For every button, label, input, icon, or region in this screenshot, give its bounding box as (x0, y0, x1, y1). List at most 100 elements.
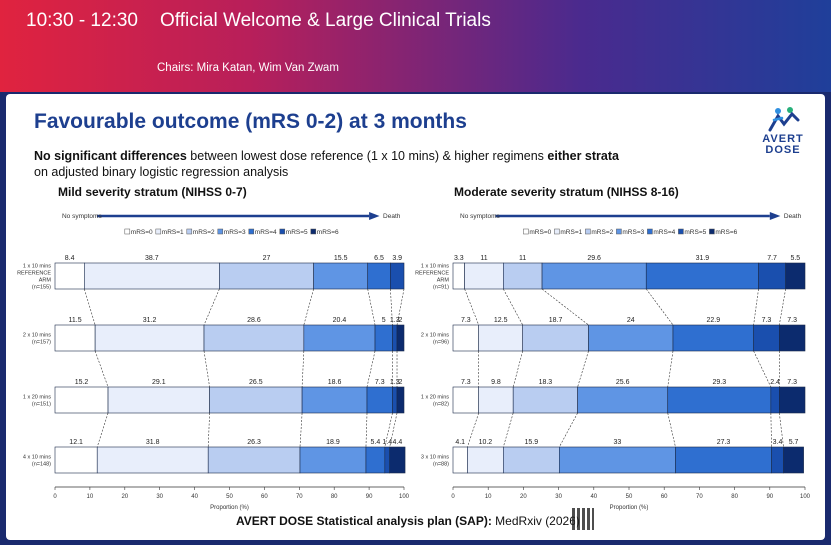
data-label: 5.5 (790, 255, 800, 262)
data-label: 8.4 (65, 255, 75, 262)
bar-segment (367, 262, 391, 290)
connector-line (84, 288, 96, 326)
slide-footer: AVERT DOSE Statistical analysis plan (SA… (236, 514, 580, 528)
data-label: 5.7 (789, 439, 799, 446)
data-label: 29.1 (152, 379, 166, 386)
connector-line (366, 350, 376, 388)
x-tick-label: 80 (731, 494, 738, 500)
x-tick-label: 90 (766, 494, 773, 500)
legend-label: mRS=6 (715, 229, 737, 236)
session-chairs: Chairs: Mira Katan, Wim Van Zwam (157, 62, 339, 74)
row-label: 3 x 10 mins (421, 455, 449, 461)
legend-label: mRS=2 (591, 229, 613, 236)
bar-segment (771, 446, 784, 474)
connector-line (667, 350, 674, 388)
data-label: 3.4 (773, 439, 783, 446)
connector-line (367, 288, 376, 326)
bar-segment (94, 324, 205, 352)
bar-segment (785, 262, 806, 290)
x-axis-label: Proportion (%) (610, 505, 649, 511)
connector-line (301, 350, 305, 388)
bar-segment (374, 324, 393, 352)
row-label: ARM (437, 278, 450, 284)
data-label: 15.2 (75, 379, 89, 386)
connector-line (303, 288, 314, 326)
legend-label: mRS=1 (560, 229, 582, 236)
data-label: 29.3 (712, 379, 726, 386)
legend-swatch (585, 228, 591, 235)
row-label: 2 x 10 mins (421, 333, 449, 339)
legend-label: mRS=5 (684, 229, 706, 236)
connector-line (203, 288, 220, 326)
data-label: 25.6 (616, 379, 630, 386)
logo-word-dose: DOSE (765, 144, 801, 156)
connector-line (559, 412, 578, 448)
data-label: 31.8 (146, 439, 160, 446)
data-label: 31.9 (696, 255, 710, 262)
row-label: (n=148) (32, 462, 51, 468)
bar-segment (464, 262, 504, 290)
bar-segment (645, 262, 759, 290)
row-label: 1 x 10 mins (421, 264, 449, 270)
legend-swatch (523, 228, 529, 235)
bar-segment (313, 262, 369, 290)
arrow-head-icon (769, 212, 781, 220)
data-label: 26.3 (247, 439, 261, 446)
legend-swatch (554, 228, 560, 235)
bar-segment (390, 262, 405, 290)
x-tick-label: 40 (191, 494, 198, 500)
arrow-head-icon (369, 212, 380, 220)
data-label: 18.9 (326, 439, 340, 446)
subtitle-part-4: on adjusted binary logistic regression a… (34, 165, 289, 179)
bar-segment (779, 324, 806, 352)
row-label: (n=155) (32, 285, 51, 291)
bar-segment (54, 386, 109, 414)
data-label: 7.3 (375, 379, 385, 386)
x-tick-label: 20 (520, 494, 527, 500)
data-label: 11 (480, 255, 487, 262)
x-tick-label: 0 (53, 494, 57, 500)
bar-segment (389, 446, 406, 474)
row-label: (n=96) (433, 340, 449, 346)
runner-figures-icon (768, 107, 800, 132)
data-label: 4.1 (455, 439, 465, 446)
bar-segment (54, 324, 96, 352)
data-label: 5 (382, 317, 386, 324)
bar-segment (753, 324, 780, 352)
logo-word-avert: AVERT (762, 133, 804, 145)
bar-segment (667, 386, 772, 414)
x-tick-label: 100 (399, 494, 410, 500)
bar-segment (207, 446, 301, 474)
slide-title: Favourable outcome (mRS 0-2) at 3 months (34, 110, 467, 133)
connector-line (779, 412, 784, 448)
x-tick-label: 0 (451, 494, 455, 500)
bar-segment (396, 324, 405, 352)
row-label: (n=88) (433, 462, 449, 468)
connector-line (384, 412, 393, 448)
bar-segment (779, 386, 806, 414)
connector-line (396, 288, 405, 326)
data-label: 18.7 (549, 317, 563, 324)
row-label: ARM (39, 278, 52, 284)
bar-segment (758, 262, 786, 290)
bar-segment (467, 446, 504, 474)
data-label: 2 (399, 379, 403, 386)
connector-line (365, 412, 368, 448)
data-label: 10.2 (479, 439, 493, 446)
data-label: 28.6 (247, 317, 261, 324)
data-label: 22.9 (706, 317, 720, 324)
qr-code-icon[interactable] (572, 508, 594, 530)
bar-segment (503, 446, 560, 474)
connector-line (770, 412, 772, 448)
legend-label: mRS=3 (224, 229, 246, 236)
bar-segment (452, 262, 465, 290)
connector-line (779, 288, 786, 326)
bar-segment (96, 446, 209, 474)
avert-dose-logo: AVERT DOSE (754, 106, 812, 160)
row-label: 1 x 20 mins (23, 395, 51, 401)
data-label: 3.9 (392, 255, 402, 262)
connector-line (464, 288, 479, 326)
x-tick-label: 50 (226, 494, 233, 500)
data-label: 15.9 (525, 439, 539, 446)
legend-label: mRS=0 (131, 229, 153, 236)
